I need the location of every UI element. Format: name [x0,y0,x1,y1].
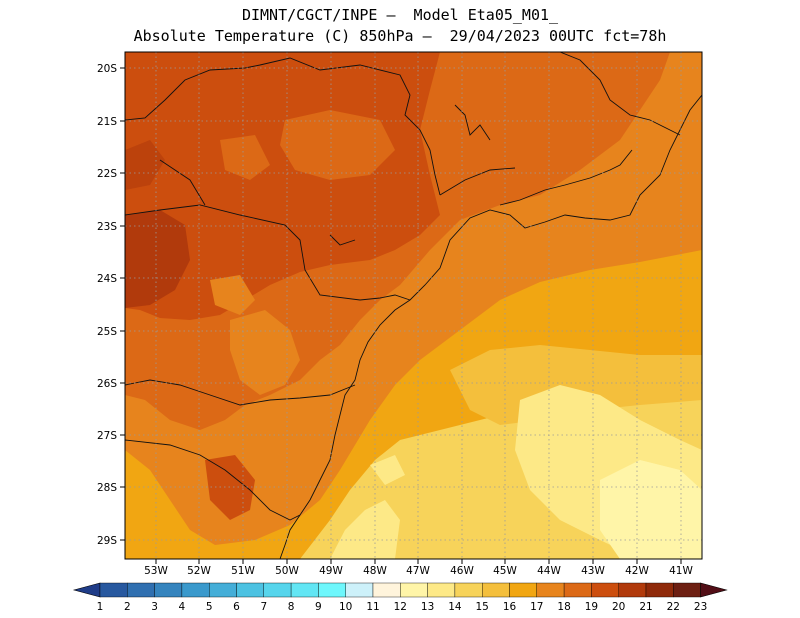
lon-label: 43W [581,565,605,577]
lon-label: 41W [669,565,693,577]
colorbar-label: 1 [97,601,104,613]
colorbar-swatch [290,582,319,598]
colorbar-swatch [236,582,264,598]
colorbar-label: 10 [339,601,352,613]
lat-label: 23S [97,221,117,233]
map-title-line1: DIMNT/CGCT/INPE – Model Eta05_M01_ [241,6,559,24]
lon-label: 48W [363,565,387,577]
colorbar-label: 17 [530,601,543,613]
colorbar-label: 8 [288,601,295,613]
colorbar [72,582,728,598]
colorbar-labels: 1 2 3 4 5 6 7 8 9 10 11 12 13 14 15 16 17 18 19 20 21 22 23 [97,601,708,613]
colorbar-label: 13 [421,601,434,613]
lon-label: 47W [406,565,430,577]
lon-label: 50W [275,565,299,577]
lon-label: 53W [144,565,168,577]
colorbar-swatch [263,582,292,598]
colorbar-left-arrow [72,582,101,598]
lat-label: 24S [97,273,117,285]
colorbar-label: 4 [179,601,186,613]
colorbar-label: 6 [233,601,240,613]
colorbar-swatch [154,582,183,598]
colorbar-label: 21 [639,601,652,613]
lat-label: 29S [97,535,117,547]
lat-label: 25S [97,326,117,338]
lon-label: 52W [187,565,211,577]
lat-label: 22S [97,168,117,180]
colorbar-label: 22 [667,601,680,613]
lon-label: 42W [625,565,649,577]
lon-label: 51W [231,565,255,577]
colorbar-swatch [427,582,456,598]
colorbar-swatch [99,582,128,598]
colorbar-label: 18 [557,601,570,613]
colorbar-swatch [673,582,701,598]
map-frame [124,51,703,560]
lat-lon-grid [125,52,702,559]
lat-label: 20S [97,63,117,75]
colorbar-label: 2 [124,601,131,613]
colorbar-label: 23 [694,601,707,613]
colorbar-label: 19 [585,601,598,613]
lon-label: 44W [537,565,561,577]
latitude-labels: 20S 21S 22S 23S 24S 25S 26S 27S 28S 29S [97,63,117,547]
colorbar-swatch [482,582,510,598]
colorbar-label: 14 [448,601,462,613]
colorbar-label: 16 [503,601,517,613]
colorbar-label: 11 [366,601,379,613]
colorbar-label: 5 [206,601,213,613]
colorbar-label: 7 [260,601,267,613]
colorbar-swatch [318,582,346,598]
longitude-labels: 53W 52W 51W 50W 49W 48W 47W 46W 45W 44W … [144,565,693,577]
axis-ticks [120,67,682,564]
colorbar-swatch [563,582,592,598]
colorbar-label: 3 [151,601,158,613]
colorbar-swatch [645,582,674,598]
colorbar-label: 12 [394,601,407,613]
colorbar-label: 9 [315,601,322,613]
lat-label: 26S [97,378,117,390]
colorbar-swatch [536,582,565,598]
lat-label: 21S [97,116,117,128]
lon-label: 49W [319,565,343,577]
colorbar-swatch [618,582,647,598]
lon-label: 46W [450,565,474,577]
colorbar-swatch [591,582,619,598]
colorbar-swatch [509,582,537,598]
temperature-field [125,52,702,559]
colorbar-label: 20 [612,601,625,613]
lat-label: 27S [97,430,117,442]
colorbar-swatch [181,582,210,598]
colorbar-label: 15 [476,601,489,613]
colorbar-swatch [400,582,428,598]
colorbar-swatch [127,582,155,598]
colorbar-swatch [454,582,483,598]
colorbar-swatch [345,582,374,598]
lat-label: 28S [97,482,117,494]
lon-label: 45W [493,565,517,577]
map-title-line2: Absolute Temperature (C) 850hPa – 29/04/… [133,27,667,45]
colorbar-right-arrow [700,582,728,598]
colorbar-swatch [208,582,237,598]
colorbar-swatch [372,582,401,598]
